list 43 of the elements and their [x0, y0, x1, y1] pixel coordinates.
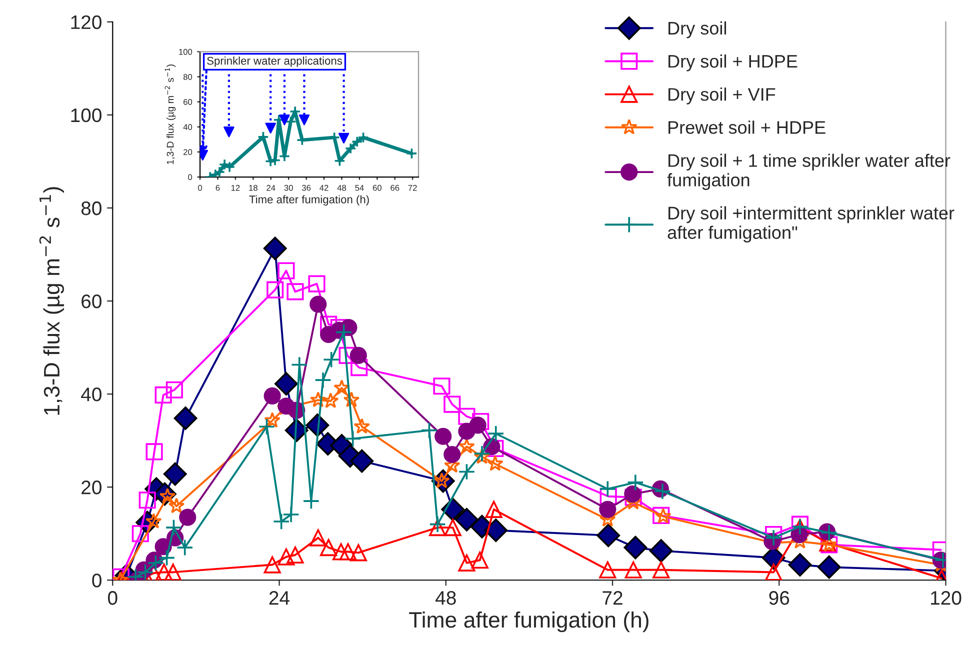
- x-tick-label: 0: [198, 184, 202, 191]
- x-tick-label: 60: [372, 184, 382, 191]
- y-tick-label: 40: [81, 388, 102, 402]
- x-tick-label: 72: [602, 591, 622, 605]
- x-axis-title: Time after fumigation (h): [249, 195, 369, 206]
- legend-label: Prewet soil + HDPE: [668, 120, 826, 134]
- y-tick-label: 60: [82, 294, 102, 308]
- y-tick-label: 100: [71, 108, 102, 122]
- y-axis-title: 1,3-D flux (µg m$^{−2}$ s$^{−1}$): [39, 187, 64, 415]
- x-tick-label: 48: [337, 184, 346, 191]
- y-tick-label: 60: [184, 99, 192, 105]
- x-tick-label: 72: [408, 184, 417, 191]
- y-tick-label: 120: [71, 15, 102, 30]
- annotation: Sprinkler water applications: [207, 56, 342, 67]
- legend-label: Dry soil + HDPE: [668, 54, 798, 72]
- x-tick-label: 0: [108, 591, 118, 605]
- x-tick-label: 66: [390, 184, 400, 191]
- legend-label: Dry soil +intermittent sprinkler water after fumigation": [668, 206, 954, 243]
- x-axis-title: Time after fumigation (h): [409, 611, 648, 632]
- x-tick-label: 96: [769, 591, 790, 605]
- x-tick-label: 18: [249, 184, 258, 191]
- x-tick-label: 42: [320, 184, 328, 191]
- y-tick-label: 20: [82, 480, 102, 494]
- y-tick-label: 0: [188, 174, 192, 180]
- legend-label: Dry soil: [668, 21, 726, 38]
- y-tick-label: 100: [179, 48, 192, 55]
- x-tick-label: 30: [284, 184, 293, 191]
- x-tick-label: 24: [269, 591, 290, 605]
- x-tick-label: 36: [302, 184, 311, 191]
- legend-label: Dry soil + 1 time sprikler water after fumigation: [667, 154, 950, 190]
- y-tick-label: 80: [183, 74, 192, 80]
- x-tick-label: 24: [266, 184, 276, 191]
- x-tick-label: 12: [231, 184, 240, 191]
- y-tick-label: 40: [183, 124, 192, 130]
- x-tick-label: 120: [931, 591, 962, 605]
- y-tick-label: 20: [184, 149, 192, 156]
- x-tick-label: 54: [355, 184, 364, 191]
- y-tick-label: 80: [81, 201, 102, 216]
- x-tick-label: 6: [216, 184, 220, 191]
- y-axis-title: 1,3-D flux (µg m$^{−2}$ s$^{−1}$): [164, 64, 176, 164]
- legend-label: Dry soil + VIF: [668, 88, 776, 104]
- x-tick-label: 48: [436, 591, 456, 605]
- y-tick-label: 0: [92, 574, 102, 588]
